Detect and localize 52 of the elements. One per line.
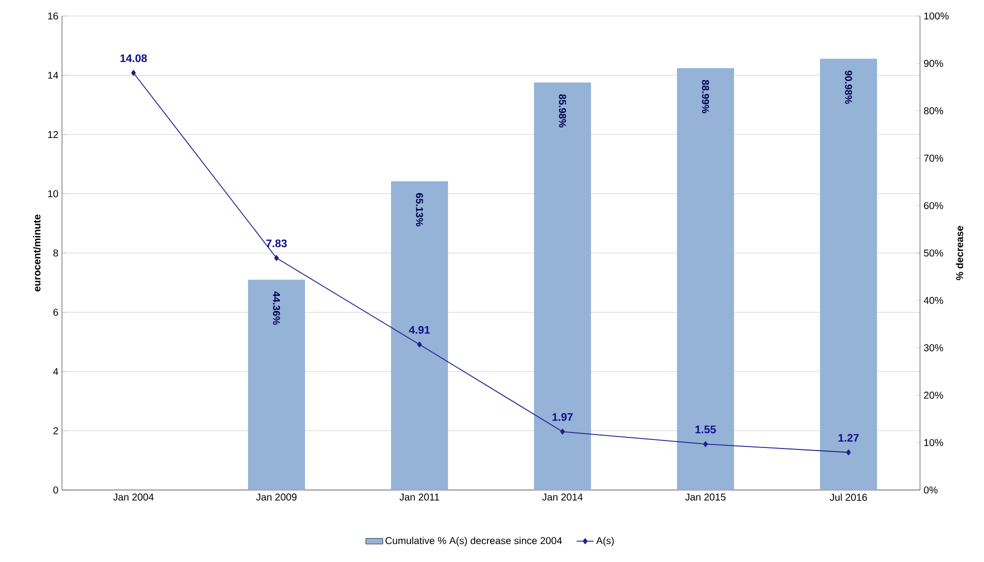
- point: [703, 441, 708, 448]
- data-label: 90.98%: [844, 70, 852, 104]
- x-tick-label: Jul 2016: [830, 494, 867, 501]
- data-label: 1.55: [696, 426, 716, 434]
- y2-tick-label: 70%: [924, 154, 944, 162]
- bar: [534, 82, 592, 490]
- x-tick-label: Jan 2015: [685, 494, 726, 501]
- point: [560, 428, 565, 435]
- data-label: 4.91: [409, 326, 430, 334]
- y2-tick-label: 50%: [924, 249, 944, 257]
- y2-tick-label: 100%: [924, 12, 949, 20]
- y-tick-label: 10: [48, 190, 58, 198]
- x-tick-label: Jan 2011: [400, 494, 440, 501]
- point: [846, 449, 851, 456]
- y2-axis-title: % decrease: [956, 226, 964, 280]
- data-label: 1.27: [838, 434, 859, 442]
- y-tick-label: 0: [53, 486, 58, 494]
- y2-tick-label: 80%: [924, 107, 944, 114]
- y-tick-label: 16: [48, 12, 58, 20]
- bar: [677, 68, 734, 490]
- y-axis-title: eurocent/minute: [33, 214, 41, 292]
- y2-tick-label: 90%: [924, 60, 944, 67]
- data-label: 1.97: [552, 413, 573, 421]
- data-label: 65.13%: [416, 193, 424, 226]
- y-tick-label: 2: [53, 427, 58, 434]
- y2-tick-label: 20%: [924, 392, 944, 399]
- y2-tick-label: 10%: [924, 439, 944, 446]
- y-tick-label: 4: [53, 368, 58, 375]
- data-label: 85.98%: [558, 94, 566, 128]
- x-tick-label: Jan 2004: [113, 494, 154, 501]
- legend-label: Cumulative % A(s) decrease since 2004: [386, 536, 562, 546]
- bar: [248, 280, 306, 490]
- y-tick-label: 6: [53, 308, 58, 316]
- point: [274, 255, 279, 261]
- legend-label: A(s): [596, 536, 614, 546]
- data-label: 14.08: [120, 54, 147, 62]
- bar: [820, 58, 878, 490]
- data-label: 44.36%: [272, 291, 280, 325]
- point: [131, 70, 136, 76]
- y-tick-label: 12: [48, 131, 58, 138]
- y2-tick-label: 0%: [924, 486, 938, 494]
- point: [417, 342, 422, 348]
- x-tick-label: Jan 2014: [542, 494, 583, 501]
- y-tick-label: 14: [48, 72, 58, 79]
- data-label: 88.99%: [702, 80, 710, 114]
- y2-tick-label: 40%: [924, 296, 944, 304]
- y-tick-label: 8: [53, 249, 58, 257]
- x-tick-label: Jan 2009: [256, 494, 297, 501]
- bar: [391, 181, 448, 490]
- data-label: 7.83: [266, 240, 287, 248]
- y2-tick-label: 60%: [924, 202, 944, 210]
- y2-tick-label: 30%: [924, 344, 944, 352]
